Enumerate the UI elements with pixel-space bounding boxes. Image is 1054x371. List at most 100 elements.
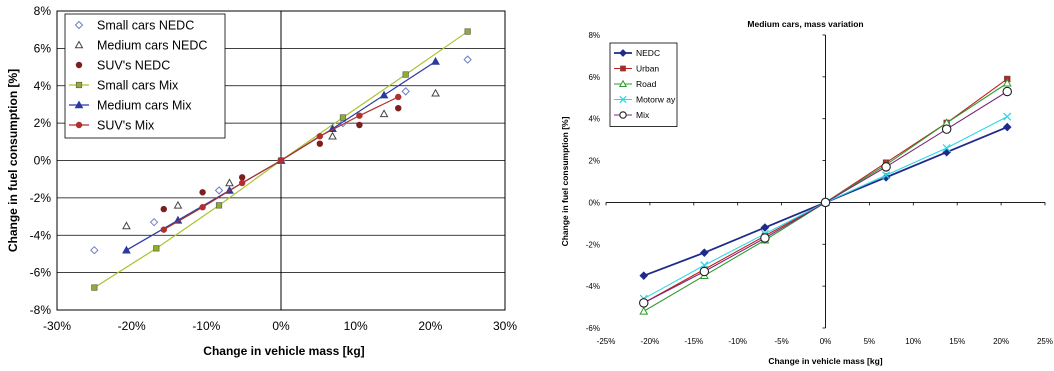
right-y-tick-label: -6% <box>586 324 600 333</box>
left-legend-label: Small cars NEDC <box>97 19 194 33</box>
right-x-tick-label: 15% <box>949 337 965 346</box>
right-y-axis-title: Change in fuel consumption [%] <box>560 116 570 246</box>
right-x-tick-label: -10% <box>728 337 747 346</box>
left-data-point <box>328 131 337 140</box>
left-data-point <box>402 71 409 78</box>
right-legend-marker <box>618 79 628 88</box>
left-data-point <box>153 245 160 252</box>
left-data-point <box>90 245 99 255</box>
right-legend-label: Motorw ay <box>636 95 676 105</box>
left-x-tick-label: 0% <box>272 319 290 333</box>
left-data-point <box>215 202 223 209</box>
left-y-tick-label: -8% <box>30 303 52 317</box>
left-legend-marker <box>74 100 84 109</box>
right-data-point <box>760 233 770 243</box>
left-legend-marker <box>74 40 84 49</box>
right-x-tick-label: 5% <box>864 337 876 346</box>
left-y-tick-label: 8% <box>34 4 52 18</box>
left-data-point <box>160 205 167 213</box>
left-data-point <box>149 217 159 227</box>
left-x-tick-label: -20% <box>118 319 146 333</box>
left-data-point <box>464 28 471 35</box>
left-data-point <box>356 112 363 119</box>
left-data-point <box>122 245 131 254</box>
right-y-tick-label: -2% <box>586 240 600 249</box>
left-data-point <box>356 121 363 129</box>
right-y-tick-label: 6% <box>588 73 600 82</box>
left-y-tick-label: 4% <box>34 79 52 93</box>
left-x-tick-label: 10% <box>344 319 368 333</box>
left-legend-label: SUV's Mix <box>97 119 155 133</box>
right-x-tick-label: 20% <box>993 337 1009 346</box>
right-y-tick-label: -4% <box>586 282 600 291</box>
left-legend-marker <box>75 61 83 69</box>
left-legend <box>64 13 226 139</box>
left-legend-label: Small cars Mix <box>97 79 179 93</box>
right-data-point <box>760 223 770 232</box>
left-y-tick-label: 0% <box>34 154 52 168</box>
left-data-point <box>122 221 131 230</box>
left-y-tick-label: -2% <box>30 191 52 205</box>
right-y-tick-label: 0% <box>588 198 600 207</box>
left-data-point <box>401 87 410 96</box>
right-legend-marker <box>619 95 627 104</box>
right-data-point <box>1002 86 1012 97</box>
right-y-tick-label: 8% <box>588 31 600 40</box>
left-data-point <box>238 179 246 187</box>
right-x-tick-label: -5% <box>774 337 788 346</box>
left-series-5 <box>160 93 402 233</box>
left-data-point <box>339 114 347 121</box>
left-data-point <box>225 178 234 187</box>
right-series-4 <box>639 86 1012 308</box>
right-data-point <box>881 162 891 172</box>
left-legend-marker <box>75 121 83 129</box>
left-data-point <box>379 109 389 118</box>
right-legend-label: Road <box>636 79 657 89</box>
left-data-point <box>395 104 402 112</box>
left-x-tick-label: 30% <box>493 319 517 333</box>
right-x-tick-label: 0% <box>820 337 832 346</box>
left-data-point <box>214 186 224 195</box>
left-y-axis-title: Change in fuel consumption [%] <box>6 69 20 252</box>
left-data-point <box>238 174 246 181</box>
right-legend-marker <box>619 111 627 119</box>
right-data-point <box>1002 78 1012 87</box>
left-x-tick-label: 20% <box>418 319 442 333</box>
right-data-point <box>941 124 952 134</box>
right-x-tick-label: 10% <box>905 337 921 346</box>
right-legend-marker <box>619 49 627 57</box>
left-data-point <box>316 133 324 140</box>
right-data-point <box>1002 122 1012 132</box>
left-legend-marker <box>75 81 83 89</box>
right-chart-title: Medium cars, mass variation <box>747 19 863 29</box>
right-data-point <box>942 143 951 153</box>
left-data-point <box>199 189 206 196</box>
left-x-tick-label: -30% <box>43 319 71 333</box>
left-data-point <box>173 200 183 209</box>
right-data-point <box>882 171 891 180</box>
left-data-point <box>277 157 285 164</box>
right-data-point <box>700 248 709 257</box>
left-legend-label: Medium cars NEDC <box>97 39 207 53</box>
right-x-tick-label: -25% <box>597 337 616 346</box>
left-y-tick-label: -4% <box>30 228 52 242</box>
left-x-tick-label: -10% <box>192 319 220 333</box>
left-data-point <box>199 204 206 211</box>
right-data-point <box>639 306 649 315</box>
right-data-point <box>699 266 710 277</box>
left-y-tick-label: -6% <box>30 266 52 280</box>
right-data-point <box>1003 112 1012 121</box>
right-x-axis-title: Change in vehicle mass [kg] <box>768 356 882 366</box>
left-legend-marker <box>74 20 84 30</box>
left-data-point <box>160 226 167 233</box>
right-legend-label: Mix <box>636 110 650 120</box>
left-data-point <box>91 284 98 291</box>
left-y-tick-label: 6% <box>34 41 52 55</box>
right-data-point <box>639 271 649 280</box>
right-data-point <box>820 197 831 208</box>
left-legend-label: Medium cars Mix <box>97 99 192 113</box>
left-y-tick-label: 2% <box>34 116 52 130</box>
right-legend-marker <box>620 65 626 72</box>
right-x-tick-label: -20% <box>641 337 660 346</box>
chart-right: Medium cars, mass variation -6% -4% -2% 0% 2%… <box>560 19 1053 366</box>
